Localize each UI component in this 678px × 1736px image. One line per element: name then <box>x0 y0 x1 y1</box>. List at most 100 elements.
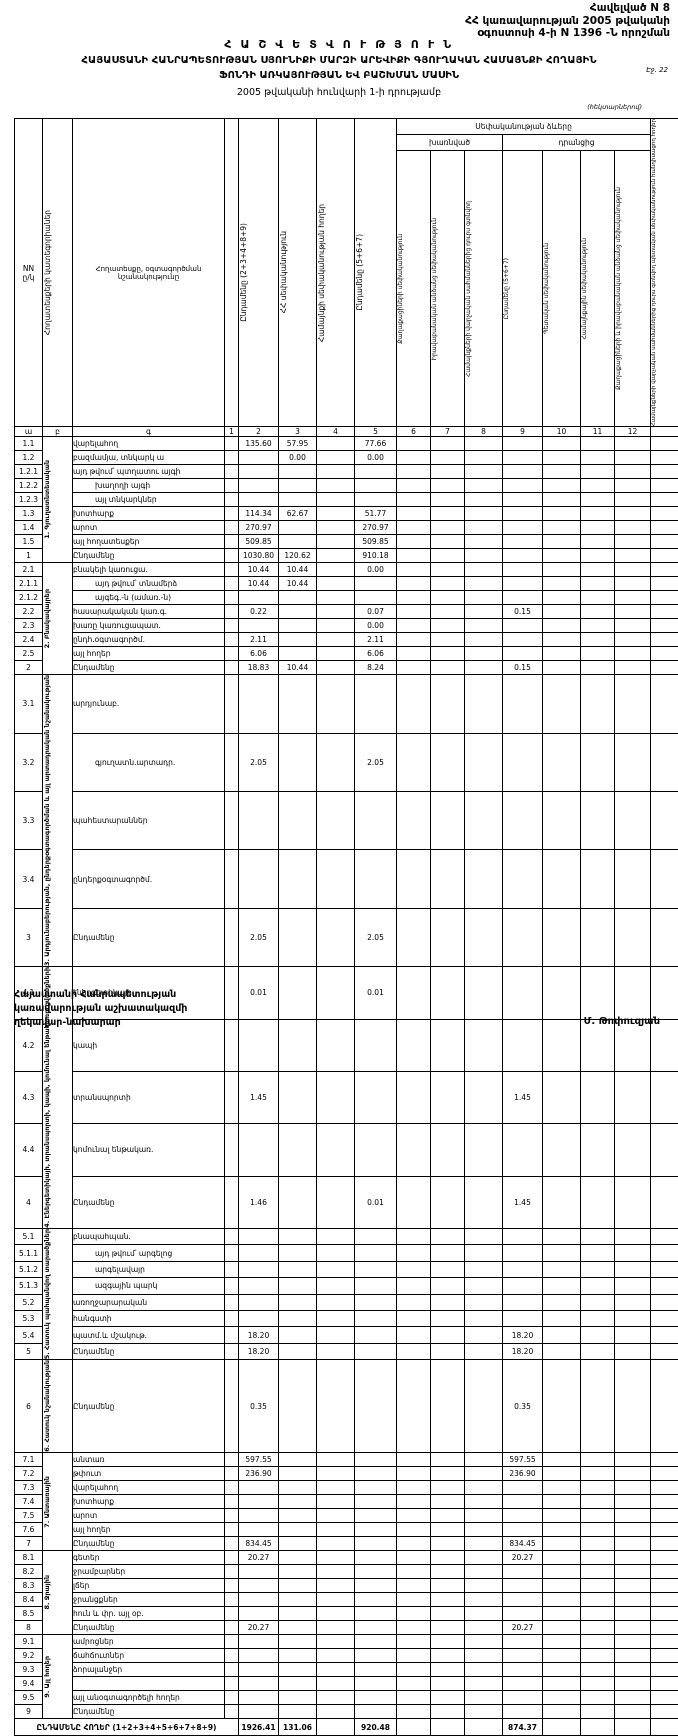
row-spacer <box>225 563 239 577</box>
row-label: արդյունաբ. <box>73 675 225 733</box>
cell-col9 <box>543 1621 581 1635</box>
cell-col9 <box>543 1537 581 1551</box>
header-col10: Համայնքային սեփականություն <box>581 151 615 427</box>
cell-col4 <box>355 1124 397 1176</box>
row-label: այլ հողեր <box>73 1523 225 1537</box>
cell-col8: 597.55 <box>503 1453 543 1467</box>
cell-col9 <box>543 1245 581 1261</box>
cell-col11 <box>615 1176 651 1228</box>
cell-col9 <box>543 619 581 633</box>
cell-col8 <box>503 1311 543 1327</box>
row-label: այգեգ.-ն (ամառ.-ն) <box>73 591 225 605</box>
cell-col9 <box>543 507 581 521</box>
cell-col2 <box>279 733 317 791</box>
row-number: 7.4 <box>15 1495 43 1509</box>
report-date: 2005 թվականի հունվարի 1-ի դրությամբ <box>0 87 678 98</box>
cell-col9 <box>543 1649 581 1663</box>
cell-col5 <box>397 493 431 507</box>
row-label: առողջարարական <box>73 1294 225 1310</box>
cell-col1 <box>239 1509 279 1523</box>
row-spacer <box>225 633 239 647</box>
cell-col12 <box>651 675 678 733</box>
cell-col10 <box>581 1523 615 1537</box>
cell-col6 <box>431 967 465 1019</box>
cell-col1 <box>239 791 279 849</box>
grand-total-col8: 874.37 <box>503 1719 543 1736</box>
row-label: գետեր <box>73 1551 225 1565</box>
cell-col2 <box>279 908 317 966</box>
cell-col10 <box>581 1691 615 1705</box>
column-number-3: գ <box>73 427 225 437</box>
column-number-10: 7 <box>431 427 465 437</box>
cell-col1: 20.27 <box>239 1551 279 1565</box>
cell-col4: 0.00 <box>355 451 397 465</box>
header-spacer <box>225 119 239 427</box>
cell-col2 <box>279 1343 317 1359</box>
cell-col3 <box>317 577 355 591</box>
row-number: 7.5 <box>15 1509 43 1523</box>
cell-col5 <box>397 1245 431 1261</box>
cell-col5 <box>397 535 431 549</box>
cell-col7 <box>465 1691 503 1705</box>
cell-col10 <box>581 591 615 605</box>
cell-col12 <box>651 1467 678 1481</box>
cell-col5 <box>397 675 431 733</box>
cell-col7 <box>465 1705 503 1719</box>
cell-col9 <box>543 479 581 493</box>
cell-col8: 18.20 <box>503 1327 543 1343</box>
cell-col1: 0.35 <box>239 1360 279 1453</box>
row-number: 8.2 <box>15 1565 43 1579</box>
signer-org-line1: Հայաստանի Հանրապետության <box>14 988 187 1002</box>
cell-col1: 270.97 <box>239 521 279 535</box>
cell-col9 <box>543 1495 581 1509</box>
row-spacer <box>225 1551 239 1565</box>
cell-col11 <box>615 1663 651 1677</box>
cell-col2 <box>279 1565 317 1579</box>
cell-col11 <box>615 1245 651 1261</box>
cell-col6 <box>431 591 465 605</box>
cell-col3 <box>317 1677 355 1691</box>
cell-col1: 135.60 <box>239 437 279 451</box>
cell-col9 <box>543 1360 581 1453</box>
row-label: Ընդամենը <box>73 1621 225 1635</box>
cell-col4 <box>355 591 397 605</box>
cell-col7 <box>465 451 503 465</box>
cell-col2 <box>279 1705 317 1719</box>
cell-col8 <box>503 619 543 633</box>
cell-col3 <box>317 647 355 661</box>
cell-col5 <box>397 733 431 791</box>
cell-col3 <box>317 1579 355 1593</box>
header-total-area: Ընդամենը (2+3+4+8+9) <box>239 119 279 427</box>
grand-total-col5 <box>397 1719 431 1736</box>
cell-col11 <box>615 1495 651 1509</box>
cell-col4: 0.01 <box>355 1176 397 1228</box>
cell-col12 <box>651 437 678 451</box>
cell-col10 <box>581 1124 615 1176</box>
cell-col1 <box>239 1278 279 1294</box>
cell-col5 <box>397 1278 431 1294</box>
cell-col8 <box>503 1509 543 1523</box>
cell-col4 <box>355 1278 397 1294</box>
cell-col12 <box>651 1705 678 1719</box>
cell-col5 <box>397 1705 431 1719</box>
row-label: արոտ <box>73 521 225 535</box>
cell-col1 <box>239 1565 279 1579</box>
cell-col9 <box>543 1691 581 1705</box>
cell-col8 <box>503 1663 543 1677</box>
column-number-12: 9 <box>503 427 543 437</box>
cell-col11 <box>615 1537 651 1551</box>
cell-col3 <box>317 451 355 465</box>
cell-col8 <box>503 1294 543 1310</box>
cell-col10 <box>581 549 615 563</box>
cell-col3 <box>317 1019 355 1071</box>
cell-col1: 1.45 <box>239 1071 279 1123</box>
cell-col3 <box>317 1663 355 1677</box>
cell-col6 <box>431 1343 465 1359</box>
cell-col1: 0.01 <box>239 967 279 1019</box>
cell-col1: 509.85 <box>239 535 279 549</box>
